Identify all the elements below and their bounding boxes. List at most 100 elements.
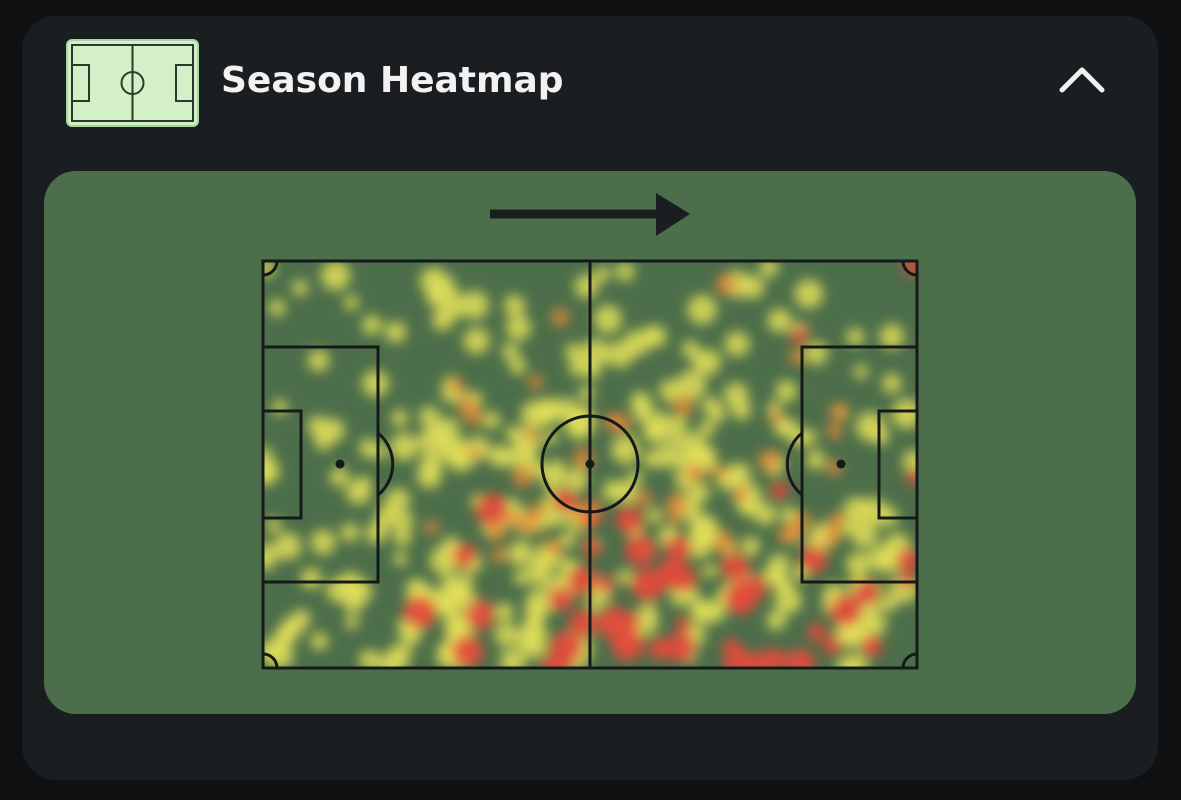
heat-blob: [828, 511, 847, 530]
heat-blob: [505, 425, 521, 441]
heat-blob: [419, 453, 443, 476]
heat-blob: [853, 364, 869, 379]
heat-blob: [758, 450, 781, 472]
heat-blob: [344, 615, 359, 630]
heat-blob: [739, 498, 758, 517]
heat-blob: [423, 520, 439, 535]
heat-blob: [310, 529, 336, 555]
heat-blob: [509, 357, 527, 375]
heat-blob: [759, 261, 779, 278]
heat-blob: [390, 432, 419, 461]
heat-blob: [898, 571, 915, 588]
heat-blob: [854, 579, 880, 605]
heat-blob: [733, 485, 750, 502]
heat-blob: [665, 535, 692, 562]
heat-blob: [773, 575, 793, 595]
heat-blob: [865, 613, 888, 636]
heat-blob: [274, 627, 295, 648]
heat-blob: [597, 575, 615, 593]
heat-blob: [723, 647, 753, 668]
heat-blob: [646, 508, 663, 524]
heat-blob: [690, 601, 706, 616]
heat-blob: [567, 566, 597, 596]
heat-blob: [384, 321, 407, 343]
heat-blob: [466, 446, 480, 460]
heat-blob: [465, 599, 496, 630]
heat-blob: [358, 438, 378, 458]
heat-blob: [482, 411, 501, 430]
heat-blob: [530, 502, 547, 518]
heat-blob: [850, 520, 879, 548]
heat-blob: [741, 275, 765, 299]
heat-blob: [362, 370, 389, 398]
heat-blob: [463, 327, 490, 354]
heat-blob: [804, 341, 828, 365]
heat-blob: [340, 523, 360, 542]
heat-blob: [403, 595, 437, 629]
heat-blob: [632, 401, 655, 424]
heat-blob: [846, 327, 865, 347]
heat-blob: [675, 616, 692, 633]
heat-blob: [623, 330, 650, 357]
heat-blob: [378, 652, 405, 668]
heat-blob: [881, 373, 902, 394]
heat-blob: [314, 432, 333, 451]
heat-blob: [907, 468, 917, 486]
heat-blob: [826, 422, 843, 440]
heat-blob: [613, 416, 632, 434]
heat-blob: [806, 450, 826, 470]
heat-blob: [582, 538, 601, 557]
heat-blob: [764, 648, 786, 668]
heat-blob: [891, 398, 917, 429]
heat-blob: [520, 632, 547, 659]
heat-blob: [794, 279, 824, 309]
heat-blob: [720, 552, 750, 582]
heatmap-card: Season Heatmap: [22, 16, 1158, 780]
heat-blob: [768, 553, 790, 575]
heat-blob: [475, 493, 509, 527]
heat-blob: [616, 569, 632, 585]
collapse-button[interactable]: [1059, 67, 1105, 93]
layout: [44, 39, 1136, 714]
heat-blob: [631, 568, 665, 602]
heat-blob: [300, 567, 322, 589]
heat-blob: [685, 463, 705, 483]
heat-blob: [432, 593, 455, 617]
heat-blob: [344, 295, 359, 311]
heat-blob: [879, 324, 905, 349]
heat-blob: [486, 523, 505, 541]
heat-blob: [567, 405, 595, 433]
heat-blob: [715, 274, 738, 296]
heat-blob: [362, 315, 382, 335]
heat-blob: [842, 653, 869, 668]
heat-blob: [767, 308, 792, 333]
heat-blob: [896, 548, 917, 572]
heat-blobs: [263, 261, 917, 668]
heat-blob: [829, 594, 862, 627]
heat-blob: [266, 642, 294, 668]
heat-blob: [868, 544, 895, 572]
heat-blob: [676, 370, 707, 401]
heat-blob: [666, 508, 683, 524]
heat-blob: [505, 314, 532, 341]
heat-blob: [648, 637, 672, 660]
heat-blob: [594, 266, 611, 283]
heat-blob: [741, 536, 761, 556]
heat-blob: [659, 379, 683, 403]
heat-blob: [666, 415, 688, 436]
heat-blob: [550, 308, 570, 327]
heat-blob: [635, 490, 653, 508]
card-graphics: [44, 39, 1136, 714]
heat-blob: [503, 294, 526, 317]
heat-blob: [559, 531, 577, 548]
heat-blob: [448, 378, 465, 395]
heat-blob: [647, 421, 670, 444]
heat-blob: [452, 543, 477, 568]
heat-blob: [834, 619, 864, 648]
heat-blob: [307, 349, 330, 372]
heat-blob: [712, 531, 735, 553]
heat-blob: [799, 545, 828, 573]
heat-blob: [624, 534, 656, 566]
heat-blob: [393, 551, 408, 566]
pitch-icon-lines: [71, 44, 194, 122]
